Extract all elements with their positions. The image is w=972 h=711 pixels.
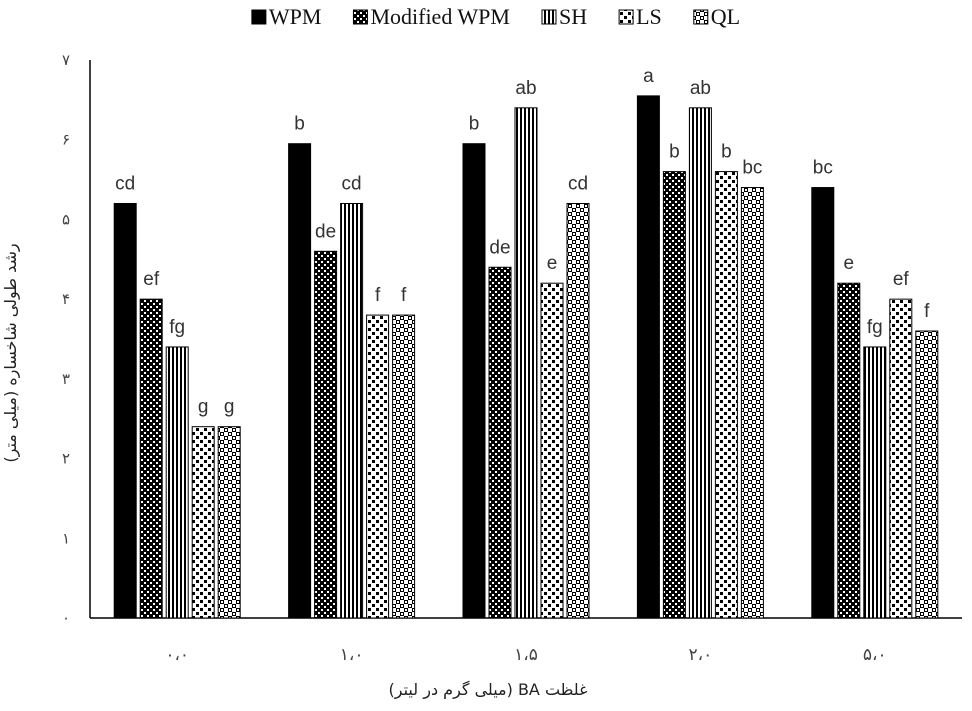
data-label-wpm: b <box>469 114 480 135</box>
legend-swatch <box>251 9 267 25</box>
legend-swatch <box>618 9 634 25</box>
data-label-ls: f <box>375 285 381 306</box>
data-label-sh: fg <box>867 317 883 338</box>
legend-item-ls: LS <box>618 4 662 29</box>
x-tick-label: ۵،۰ <box>863 645 887 665</box>
x-tick-label: ۱،۵ <box>514 645 538 665</box>
legend-label: LS <box>636 4 662 29</box>
data-label-wpm: b <box>294 114 305 135</box>
data-label-wpm: a <box>643 66 654 87</box>
data-label-modified-wpm: ef <box>143 269 160 290</box>
legend-swatch <box>693 9 709 25</box>
bar-wpm <box>288 143 312 619</box>
bar-modified-wpm <box>139 298 163 619</box>
bar-modified-wpm <box>314 250 338 619</box>
y-tick-label: ۴ <box>62 290 70 308</box>
legend-item-wpm: WPM <box>251 4 322 29</box>
legend-label: QL <box>711 4 740 29</box>
x-tick-label: ۰،۰ <box>165 645 189 665</box>
x-axis-title: غلظت BA (میلی گرم در لیتر) <box>389 680 588 700</box>
y-tick-label: ۰ <box>62 609 70 627</box>
bar-ls <box>191 426 215 619</box>
y-tick-label: ۶ <box>62 131 70 149</box>
bar-sh <box>863 346 887 619</box>
y-axis: ۰ ۱ ۲ ۳ ۴ ۵ ۶ ۷ <box>62 51 91 627</box>
bar-ls <box>366 314 390 619</box>
legend-label: Modified WPM <box>370 4 510 29</box>
data-label-sh: ab <box>690 78 711 99</box>
data-label-ls: b <box>721 142 732 163</box>
data-label-sh: fg <box>169 317 185 338</box>
bar-modified-wpm <box>837 282 861 619</box>
bar-ls <box>540 282 564 619</box>
data-label-ls: ef <box>893 269 910 290</box>
data-label-ls: g <box>198 397 209 418</box>
x-tick-label: ۱،۰ <box>340 645 364 665</box>
data-label-ls: e <box>547 253 558 274</box>
bar-ls <box>714 171 738 619</box>
legend-item-modified-wpm: Modified WPM <box>352 4 510 29</box>
data-label-wpm: bc <box>813 158 833 179</box>
bar-sh <box>688 107 712 619</box>
y-tick-label: ۵ <box>62 210 70 228</box>
data-label-sh: ab <box>515 78 536 99</box>
chart-legend: WPM Modified WPM SH LS QL <box>251 4 740 29</box>
y-tick-label: ۲ <box>62 450 70 468</box>
bar-series-group <box>113 95 939 619</box>
bar-wpm <box>811 187 835 619</box>
bar-sh <box>514 107 538 619</box>
data-label-ql: f <box>401 285 407 306</box>
bar-ql <box>566 202 590 619</box>
bar-ql <box>392 314 416 619</box>
data-label-modified-wpm: e <box>844 253 855 274</box>
legend-label: SH <box>559 4 587 29</box>
legend-swatch <box>352 9 368 25</box>
data-label-modified-wpm: b <box>669 142 680 163</box>
x-axis: ۰،۰ ۱،۰ ۱،۵ ۲،۰ ۵،۰ <box>90 617 962 665</box>
legend-label: WPM <box>269 4 322 29</box>
data-label-modified-wpm: de <box>315 221 336 242</box>
bar-wpm <box>113 202 137 619</box>
bar-ql <box>915 330 939 619</box>
bar-ql <box>217 426 241 619</box>
data-label-wpm: cd <box>115 173 135 194</box>
y-tick-label: ۳ <box>62 370 70 388</box>
legend-item-ql: QL <box>693 4 740 29</box>
bar-sh <box>165 346 189 619</box>
y-tick-label: ۱ <box>62 529 70 547</box>
bar-ls <box>889 298 913 619</box>
x-tick-label: ۲،۰ <box>689 645 713 665</box>
data-label-modified-wpm: de <box>489 237 510 258</box>
bar-modified-wpm <box>488 266 512 619</box>
data-label-ql: bc <box>742 158 762 179</box>
bar-wpm <box>636 95 660 619</box>
legend-swatch <box>541 9 557 25</box>
data-label-ql: cd <box>568 173 588 194</box>
bar-ql <box>740 187 764 619</box>
bar-modified-wpm <box>662 171 686 619</box>
bar-wpm <box>462 143 486 619</box>
bar-sh <box>340 202 364 619</box>
data-label-ql: g <box>224 397 235 418</box>
data-label-ql: f <box>924 301 930 322</box>
y-axis-title: رشد طولی شاخساره (میلی متر) <box>1 243 21 462</box>
y-tick-label: ۷ <box>62 51 70 69</box>
data-label-sh: cd <box>342 173 362 194</box>
legend-item-sh: SH <box>541 4 587 29</box>
